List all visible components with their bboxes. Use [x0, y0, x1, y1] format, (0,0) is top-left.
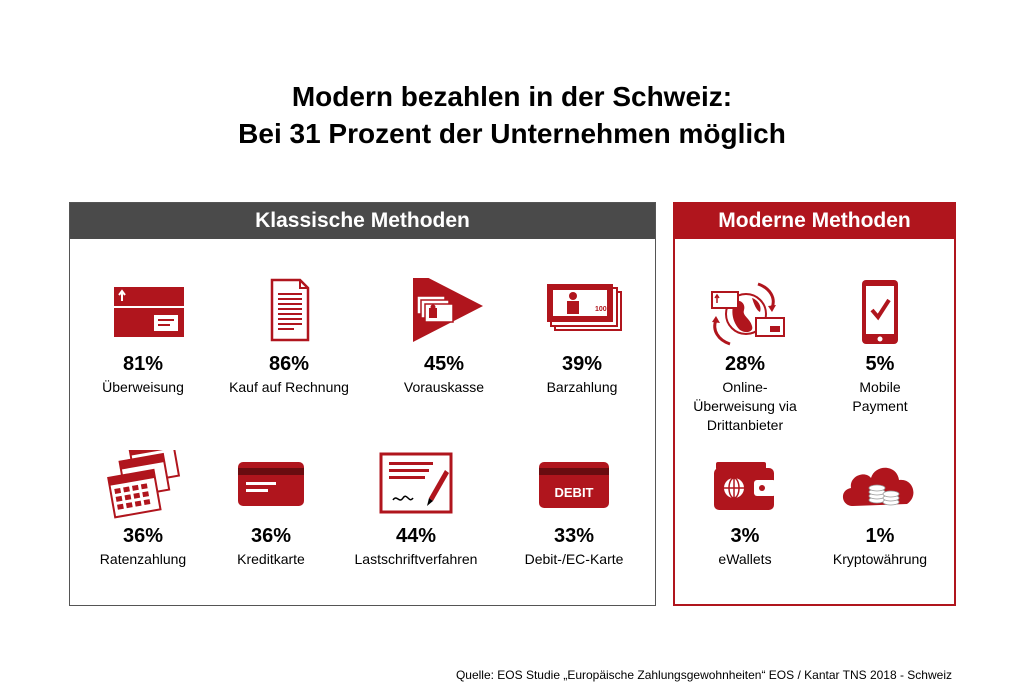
- item-label: Mobile Payment: [805, 378, 955, 416]
- item-vorauskasse: 45% Vorauskasse: [369, 278, 519, 397]
- item-label: Debit-/EC-Karte: [524, 551, 624, 567]
- item-percent: 44%: [395, 525, 437, 547]
- item-percent: 39%: [561, 353, 603, 375]
- calendar-icon: [107, 450, 181, 519]
- item-barzahlung: 100 39% Barzahlung: [507, 278, 657, 397]
- tablet-check-icon: [862, 280, 898, 344]
- item-label: Kauf auf Rechnung: [229, 379, 349, 395]
- item-online-ueberweisung: 28% Online- Überweisung via Drittanbiete…: [670, 278, 820, 435]
- wallet-icon: [714, 462, 776, 510]
- item-label: Online- Überweisung via Drittanbieter: [670, 378, 820, 435]
- item-percent: 36%: [122, 525, 164, 547]
- item-label: Ratenzahlung: [99, 551, 187, 567]
- item-label-line: Überweisung via: [693, 398, 797, 414]
- debit-card-icon: DEBIT: [539, 462, 609, 508]
- panel-classic-methods: Klassische Methoden: [69, 202, 656, 606]
- item-label: Lastschriftverfahren: [354, 551, 478, 567]
- item-label-line: Online-: [722, 379, 768, 395]
- item-percent: 86%: [268, 353, 310, 375]
- crypto-cloud-icon: [842, 467, 914, 506]
- item-label-line: Drittanbieter: [706, 417, 784, 433]
- item-lastschriftverfahren: 44% Lastschriftverfahren: [341, 450, 491, 569]
- item-percent: 45%: [423, 353, 465, 375]
- panel-modern-methods: Moderne Methoden: [673, 202, 956, 606]
- title-line-2: Bei 31 Prozent der Unternehmen möglich: [238, 118, 786, 149]
- panel-header-classic: Klassische Methoden: [70, 203, 655, 239]
- item-label: Überweisung: [102, 379, 184, 395]
- item-percent: 81%: [122, 353, 164, 375]
- item-percent: 36%: [250, 525, 292, 547]
- item-ewallets: 3% eWallets: [670, 450, 820, 569]
- item-label-line: Payment: [852, 398, 908, 414]
- item-kreditkarte: 36% Kreditkarte: [196, 450, 346, 569]
- item-percent: 28%: [724, 353, 766, 375]
- item-label-line: Mobile: [859, 379, 901, 395]
- bank-transfer-icon: [114, 287, 184, 337]
- source-note: Quelle: EOS Studie „Europäische Zahlungs…: [455, 668, 952, 682]
- item-kauf-auf-rechnung: 86% Kauf auf Rechnung: [214, 278, 364, 397]
- item-label: eWallets: [718, 551, 772, 567]
- item-mobile-payment: 5% Mobile Payment: [805, 278, 955, 416]
- item-label: Barzahlung: [546, 379, 618, 395]
- cash-icon: 100: [547, 284, 622, 331]
- item-label: Kreditkarte: [237, 551, 305, 567]
- credit-card-icon: [238, 462, 304, 506]
- item-percent: 33%: [553, 525, 595, 547]
- page-title: Modern bezahlen in der Schweiz: Bei 31 P…: [0, 78, 1024, 152]
- debit-card-text: DEBIT: [555, 485, 594, 500]
- globe-transfer-icon: [711, 282, 785, 346]
- signature-form-icon: [379, 452, 453, 514]
- item-percent: 5%: [865, 353, 895, 375]
- svg-text:100: 100: [595, 306, 607, 313]
- item-label: Vorauskasse: [403, 379, 485, 395]
- item-percent: 3%: [730, 525, 760, 547]
- item-percent: 1%: [865, 525, 895, 547]
- item-debit-ec-karte: DEBIT 33% Debit-/EC-Karte: [499, 450, 649, 569]
- panel-header-modern: Moderne Methoden: [674, 203, 955, 239]
- item-label: Kryptowährung: [832, 551, 928, 567]
- title-line-1: Modern bezahlen in der Schweiz:: [291, 81, 733, 112]
- item-ratenzahlung: 36% Ratenzahlung: [68, 450, 218, 569]
- item-ueberweisung: 81% Überweisung: [68, 278, 218, 397]
- invoice-icon: [270, 278, 310, 342]
- prepayment-icon: [413, 278, 483, 342]
- item-kryptowaehrung: 1% Kryptowährung: [805, 450, 955, 569]
